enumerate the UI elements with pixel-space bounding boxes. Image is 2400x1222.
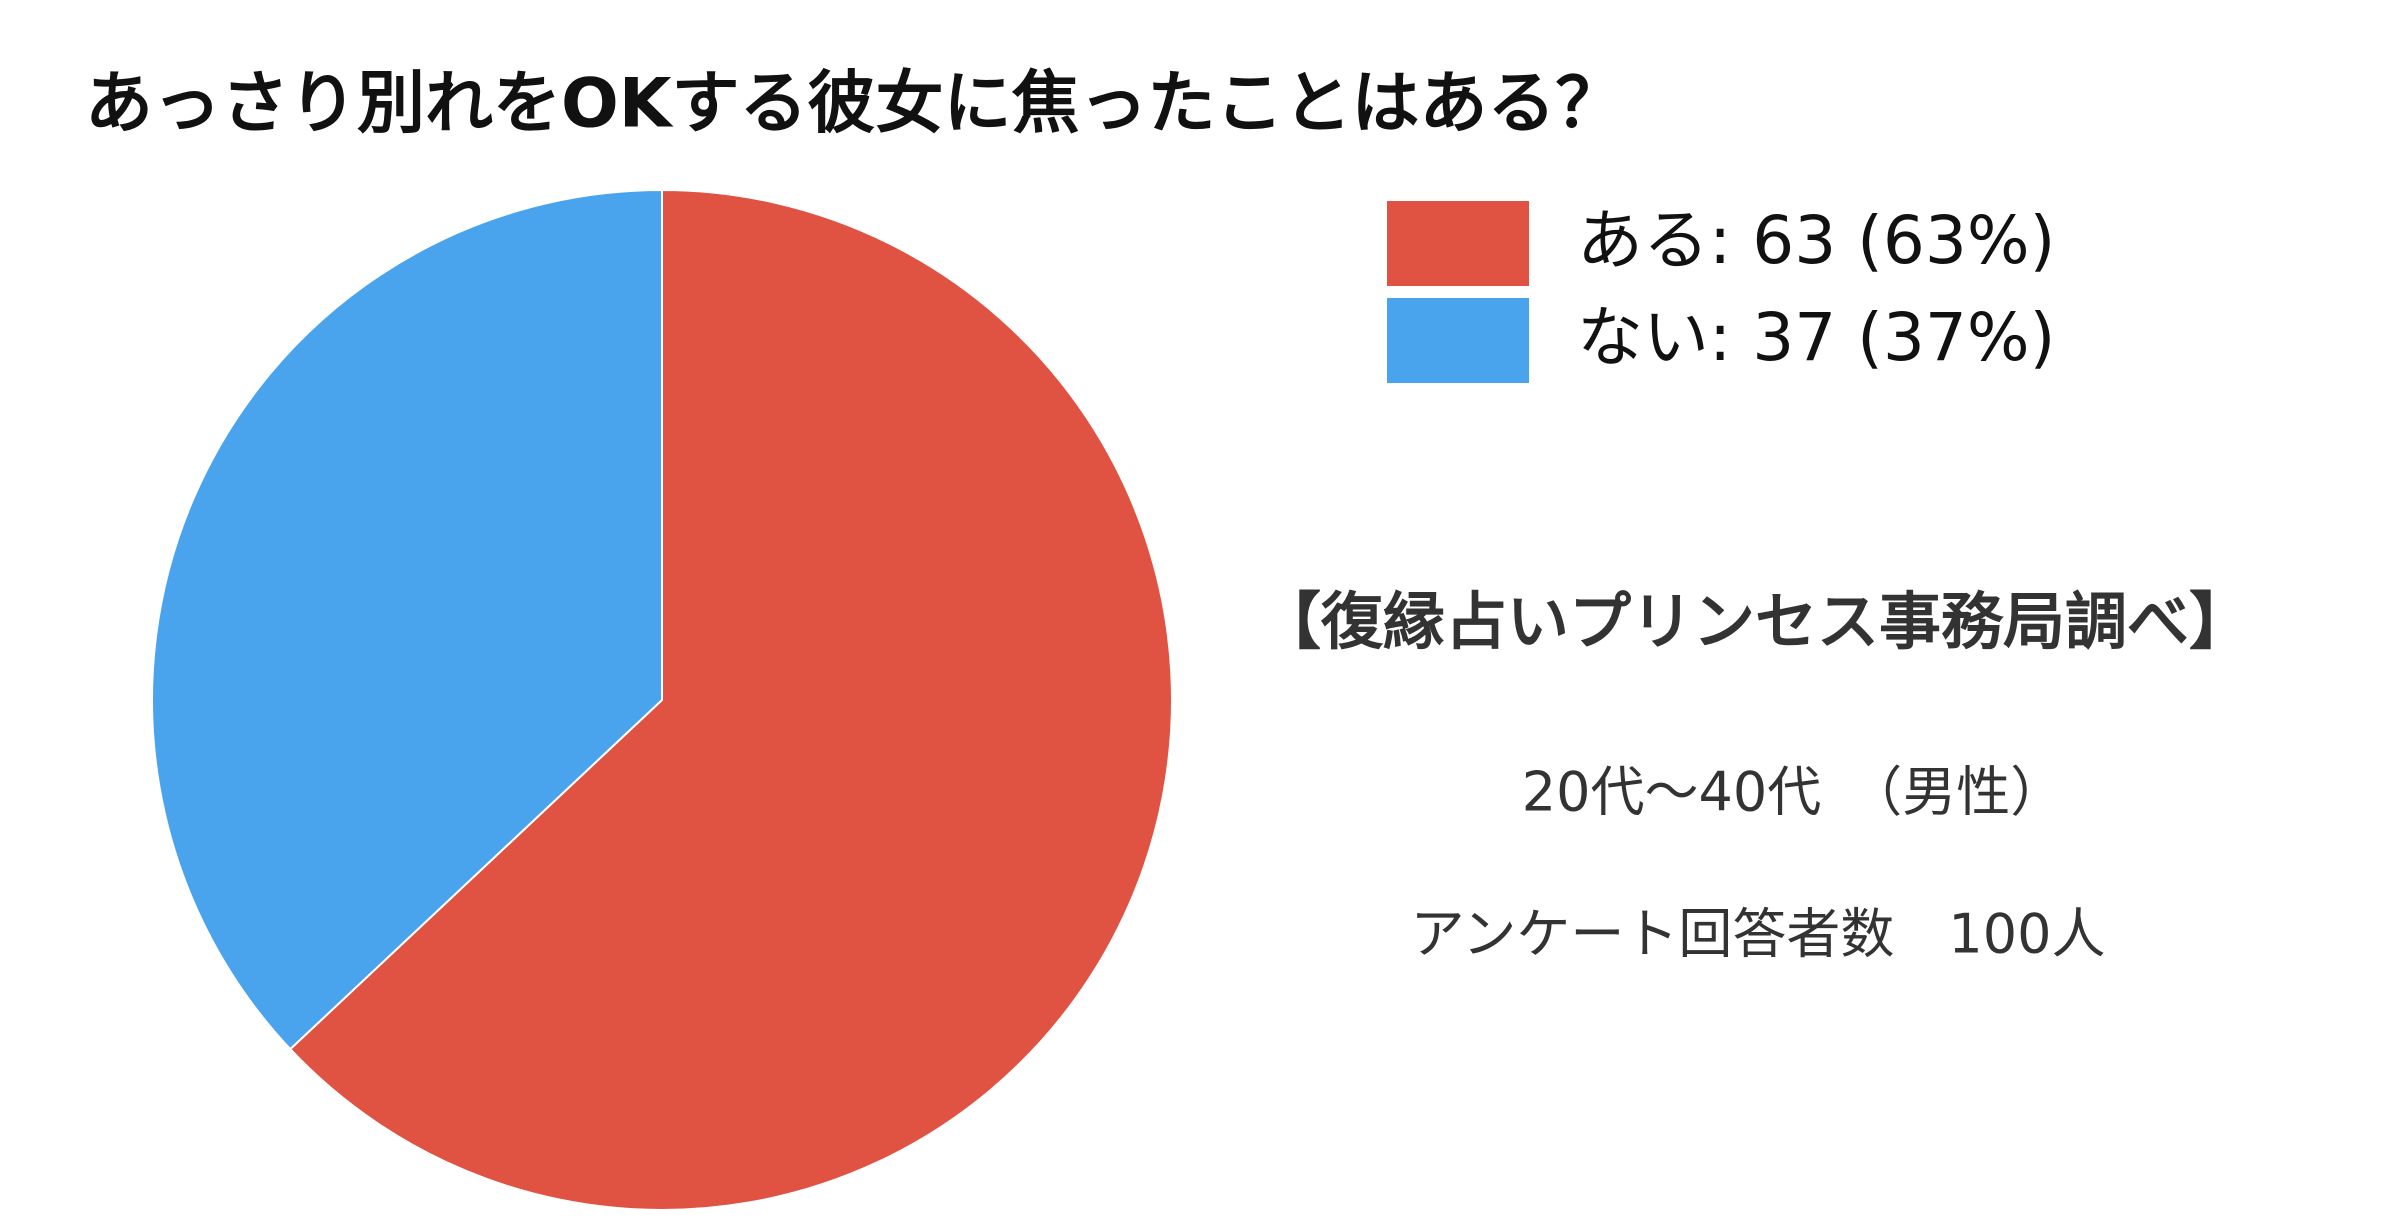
legend-label: ない: 37 (37%) bbox=[1577, 299, 2055, 376]
pie-slice bbox=[151, 188, 663, 1051]
annotation: 20代〜40代 （男性） bbox=[1522, 761, 2064, 824]
legend-swatch bbox=[1387, 201, 1529, 286]
pie-slice bbox=[288, 188, 1173, 1211]
legend-label: ある: 63 (63%) bbox=[1577, 202, 2055, 279]
annotation: アンケート回答者数 100人 bbox=[1411, 903, 2106, 966]
chart-title: あっさり別れをOKする彼女に焦ったことはある？ bbox=[85, 65, 1624, 144]
annotation: 【復縁占いプリンセス事務局調べ】 bbox=[1259, 585, 2251, 658]
legend-swatch bbox=[1387, 298, 1529, 383]
